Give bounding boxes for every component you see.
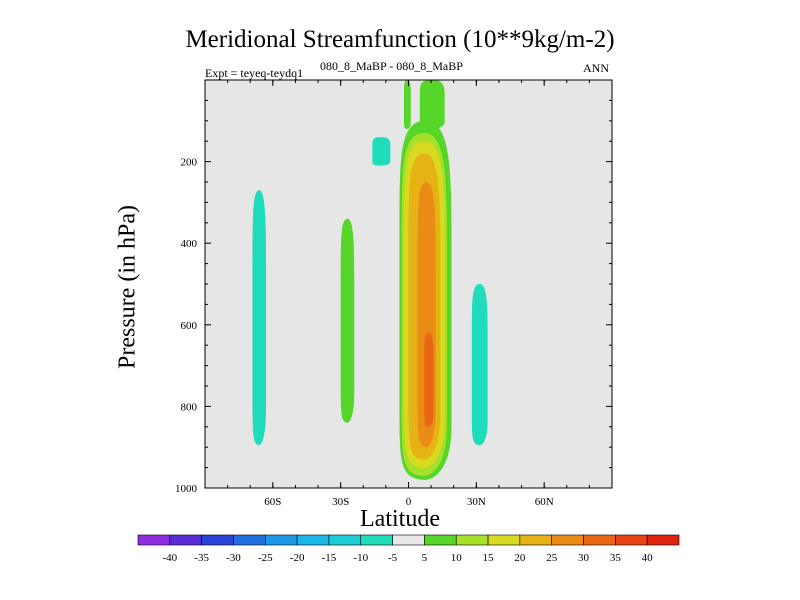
colorbar-box [169, 534, 202, 546]
colorbar-label: -25 [258, 552, 273, 564]
contour-positive-cell-30N [471, 284, 488, 446]
colorbar-box [137, 534, 171, 546]
x-tick-label: 60N [535, 496, 554, 508]
colorbar-box [487, 534, 521, 546]
x-tick-label: 60S [264, 496, 281, 508]
plot-frame [204, 79, 613, 489]
colorbar: -40 -35 -30 -25 -20 -15 -10 -5 5 10 15 20 25 30 35 40 [137, 534, 680, 564]
contour-regions [252, 80, 488, 480]
colorbar-label: 25 [546, 552, 558, 564]
y-tick-label: 600 [181, 320, 198, 332]
axis-ticks: 60S 30S 0 30N 60N 200 400 600 800 1000 [175, 80, 612, 508]
colorbar-label: -15 [322, 552, 337, 564]
contour-upper-cell-10N [419, 80, 445, 129]
colorbar-box [455, 534, 489, 546]
colorbar-label: 20 [514, 552, 526, 564]
colorbar-box [328, 534, 362, 546]
colorbar-label: 10 [451, 552, 463, 564]
colorbar-label: 5 [422, 552, 428, 564]
colorbar-label: -30 [226, 552, 241, 564]
colorbar-box [551, 534, 584, 546]
colorbar-box [233, 534, 266, 546]
colorbar-label: -40 [162, 552, 177, 564]
contour-upper-cell-eq [403, 80, 411, 129]
colorbar-box [583, 534, 616, 546]
colorbar-box [201, 534, 234, 546]
colorbar-label: -5 [388, 552, 398, 564]
season-label: ANN [583, 61, 609, 75]
colorbar-box [615, 534, 648, 546]
contour-negative-cell-60S [252, 190, 267, 446]
colorbar-label: -35 [194, 552, 209, 564]
colorbar-box [424, 534, 457, 546]
colorbar-label: 30 [578, 552, 590, 564]
experiment-label: Expt = teyeq-teydq1 [205, 66, 304, 80]
colorbar-label: 35 [610, 552, 622, 564]
x-tick-label: 30N [467, 496, 486, 508]
colorbar-label: 15 [483, 552, 495, 564]
y-tick-label: 400 [181, 238, 198, 250]
contour-hadley-cell-30 [424, 332, 434, 427]
x-axis-label: Latitude [360, 506, 440, 532]
colorbar-box [296, 534, 330, 546]
colorbar-box [646, 534, 680, 546]
chart-title: Meridional Streamfunction (10**9kg/m-2) [185, 26, 615, 53]
x-tick-label: 30S [332, 496, 349, 508]
y-tick-label: 800 [181, 401, 198, 413]
colorbar-label: 40 [642, 552, 654, 564]
colorbar-box [360, 534, 393, 546]
contour-upper-blob-15S [372, 137, 391, 166]
colorbar-box [392, 534, 425, 546]
colorbar-label: -10 [353, 552, 368, 564]
case-label: 080_8_MaBP - 080_8_MaBP [320, 59, 463, 73]
colorbar-box [264, 534, 298, 546]
colorbar-label: -20 [290, 552, 305, 564]
x-tick-label: 0 [406, 496, 412, 508]
y-tick-label: 1000 [175, 483, 198, 495]
colorbar-box [519, 534, 553, 546]
contour-negative-cell-25S [340, 218, 355, 423]
y-tick-label: 200 [181, 157, 198, 169]
